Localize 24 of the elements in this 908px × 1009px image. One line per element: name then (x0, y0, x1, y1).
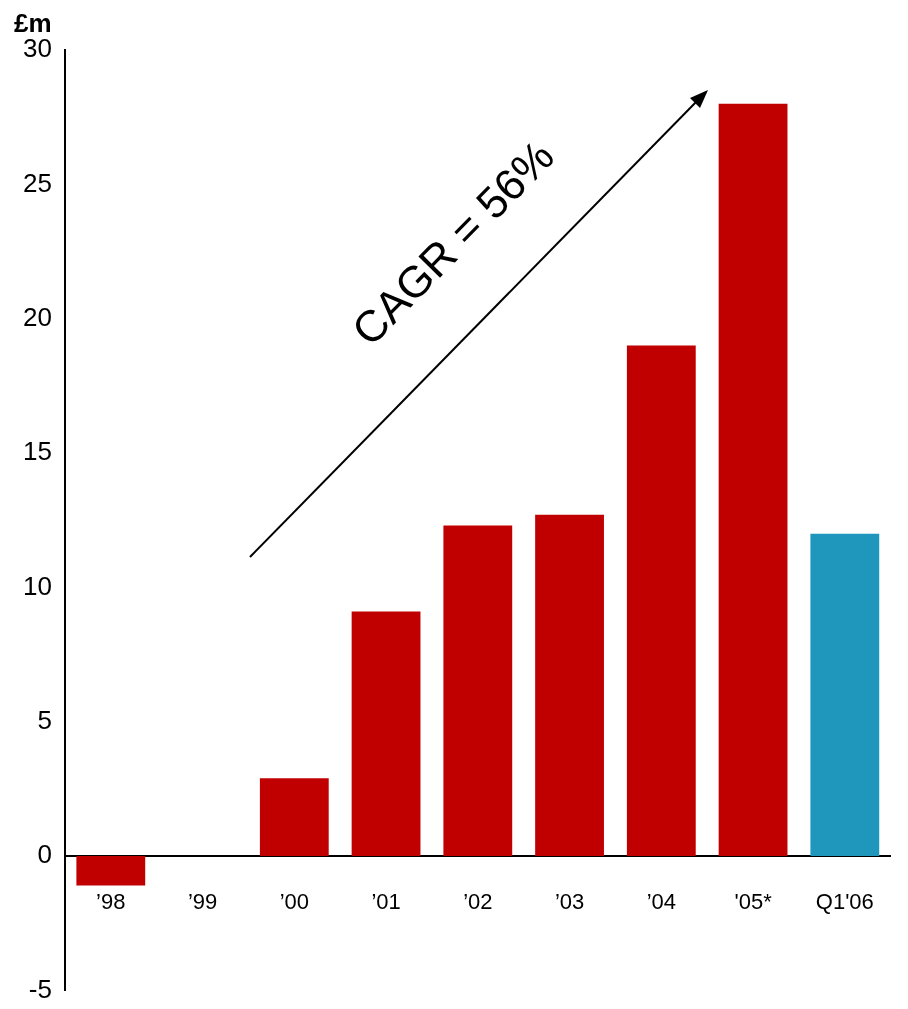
y-tick-label: -5 (28, 973, 52, 1004)
x-tick-label: ’98 (96, 889, 126, 915)
bar (259, 778, 329, 857)
bar (718, 103, 788, 857)
bar (443, 525, 513, 857)
bar (626, 345, 696, 857)
x-tick-label: Q1'06 (815, 889, 874, 915)
x-tick-label: ’02 (463, 889, 493, 915)
x-tick-label: ’04 (646, 889, 676, 915)
bar (76, 856, 146, 886)
y-tick-label: 20 (23, 301, 52, 332)
x-tick-label: ’99 (187, 889, 218, 915)
y-tick-label: 15 (23, 436, 52, 467)
y-tick-label: 10 (23, 570, 52, 601)
x-tick-label: '05* (734, 889, 773, 915)
y-tick-label: 0 (37, 839, 52, 870)
bar (810, 533, 880, 857)
y-tick-label: 5 (37, 704, 52, 735)
y-tick-label: 25 (23, 167, 52, 198)
x-tick-label: ’00 (279, 889, 309, 915)
x-tick-label: ’01 (371, 889, 401, 915)
bar (535, 514, 604, 857)
x-tick-label: ’03 (554, 889, 585, 915)
bar (351, 611, 421, 857)
